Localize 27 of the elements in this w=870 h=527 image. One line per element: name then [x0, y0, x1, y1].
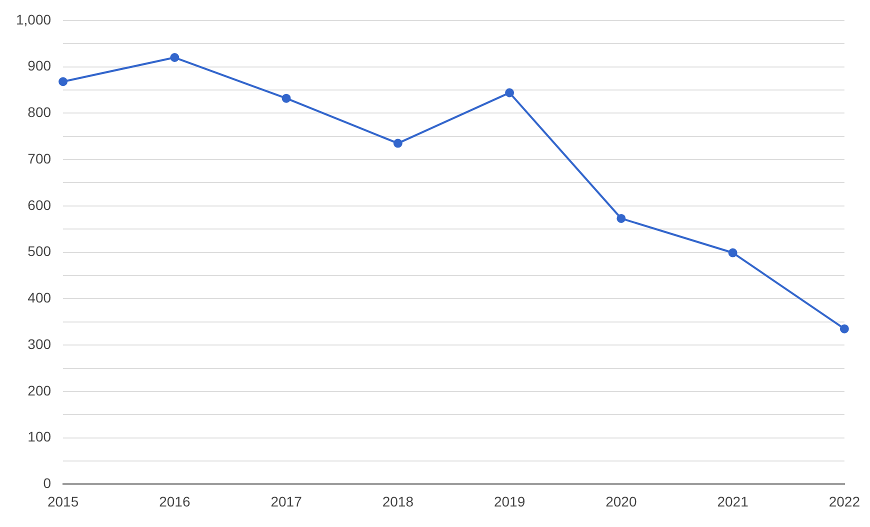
y-tick-label: 500	[28, 243, 52, 260]
x-tick-label: 2015	[47, 493, 79, 510]
point	[393, 138, 402, 148]
x-tick-label: 2016	[159, 493, 190, 510]
y-tick-label: 100	[28, 428, 52, 445]
point	[58, 77, 68, 86]
y-tick-label: 800	[28, 104, 52, 120]
point	[728, 248, 738, 258]
x-tick-label: 2020	[606, 493, 637, 510]
y-tick-label: 200	[28, 382, 52, 398]
y-tick-label: 400	[28, 290, 52, 306]
y-tick-label: 1,000	[16, 11, 52, 28]
x-tick-label: 2017	[270, 493, 302, 510]
point	[282, 94, 291, 103]
point	[840, 324, 849, 334]
x-tick-label: 2021	[717, 493, 749, 510]
y-tick-label: 300	[28, 336, 52, 352]
y-tick-label: 600	[28, 196, 52, 213]
x-tick-label: 2022	[828, 493, 860, 510]
y-tick-label: 900	[28, 58, 52, 74]
y-tick-label: 700	[28, 150, 52, 166]
point	[170, 53, 180, 62]
point	[505, 88, 514, 98]
x-tick-label: 2019	[494, 493, 526, 510]
y-tick-label: 0	[43, 475, 52, 492]
x-tick-label: 2018	[382, 493, 414, 510]
point	[616, 214, 626, 223]
